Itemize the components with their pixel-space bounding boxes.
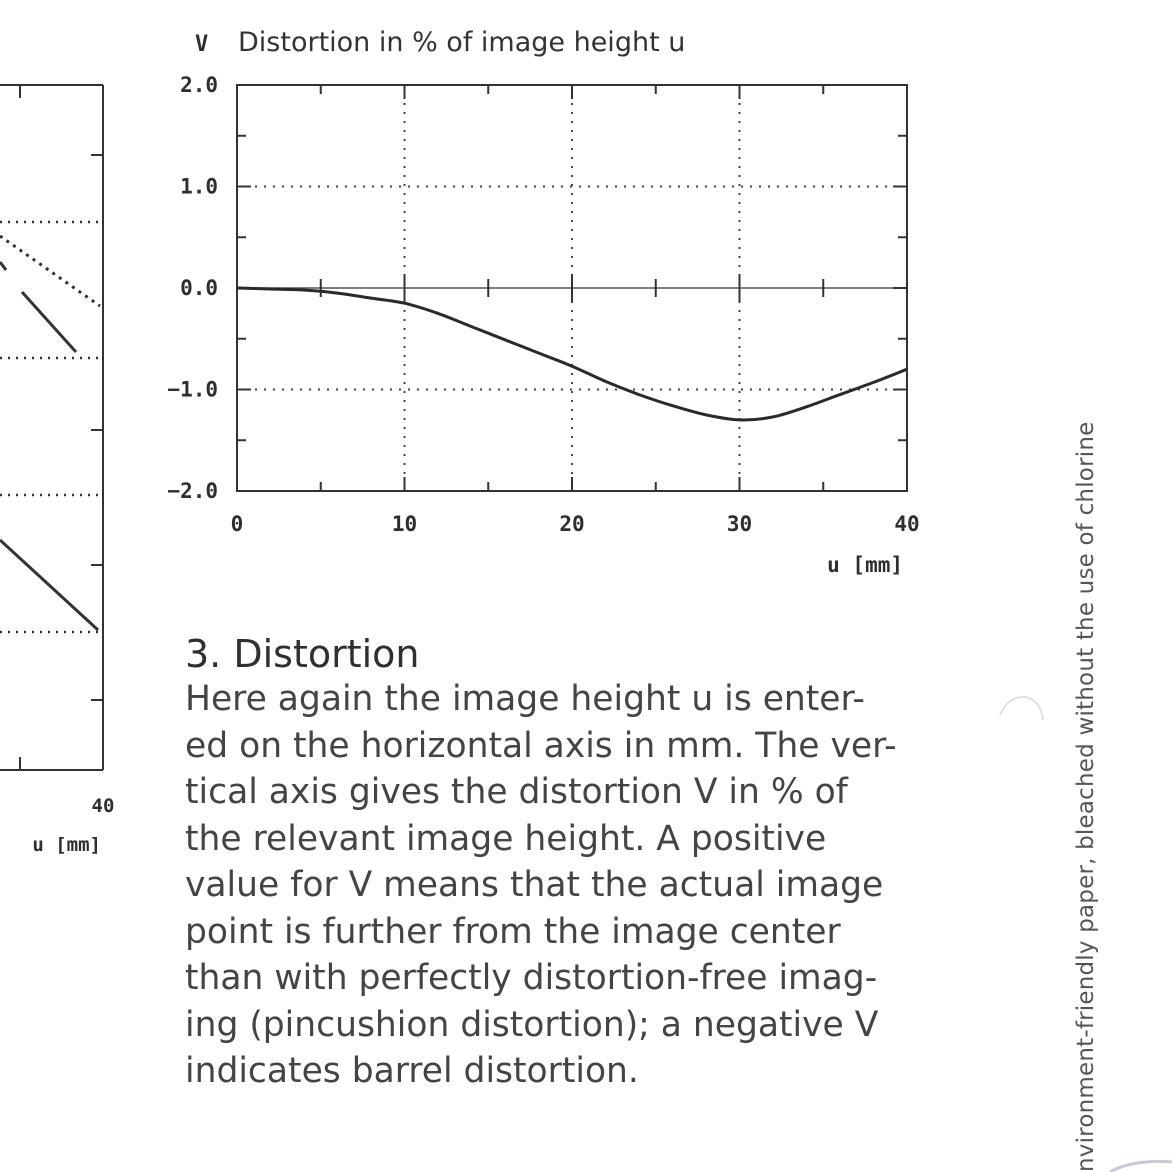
- left-chart-dotted-curve: [0, 234, 101, 308]
- x-tick-labels: 0 10 20 30 40: [231, 512, 920, 536]
- x-axis-label: u [mm]: [827, 553, 903, 577]
- left-chart-x-tick-40: 40: [92, 795, 115, 817]
- x-tick-label: 20: [559, 512, 584, 536]
- y-tick-label: 1.0: [180, 175, 218, 199]
- left-chart-solid-curve-lower: [0, 538, 100, 632]
- section-paragraph: Here again the image height u is enter- …: [185, 679, 897, 1091]
- distortion-curve: [236, 286, 908, 422]
- x-tick-label: 0: [231, 512, 244, 536]
- left-chart-solid-curve-mid: [20, 290, 78, 354]
- plot-frame: [236, 84, 908, 492]
- x-tick-label: 30: [727, 512, 752, 536]
- y-axis-label: V: [195, 32, 208, 57]
- y-tick-label: −2.0: [167, 479, 218, 503]
- y-tick-labels: 2.0 1.0 0.0 −1.0 −2.0: [167, 73, 218, 503]
- left-chart-solid-curve-upper: [0, 261, 8, 271]
- y-tick-label: 0.0: [180, 276, 218, 300]
- y-tick-label: −1.0: [167, 378, 218, 402]
- x-tick-label: 10: [392, 512, 417, 536]
- left-chart-fragment: [0, 84, 104, 771]
- x-tick-label: 40: [894, 512, 919, 536]
- page-corner-curl: [1109, 1159, 1172, 1172]
- left-chart-x-axis-label: u [mm]: [32, 834, 101, 856]
- paper-smudge: [999, 696, 1044, 721]
- side-note: nvironment-friendly paper, bleached with…: [1073, 421, 1099, 1172]
- section-heading: 3. Distortion: [185, 632, 420, 676]
- y-tick-label: 2.0: [180, 73, 218, 97]
- chart-title: Distortion in % of image height u: [238, 27, 685, 58]
- article-section: 3. Distortion Here again the image heigh…: [185, 632, 945, 1095]
